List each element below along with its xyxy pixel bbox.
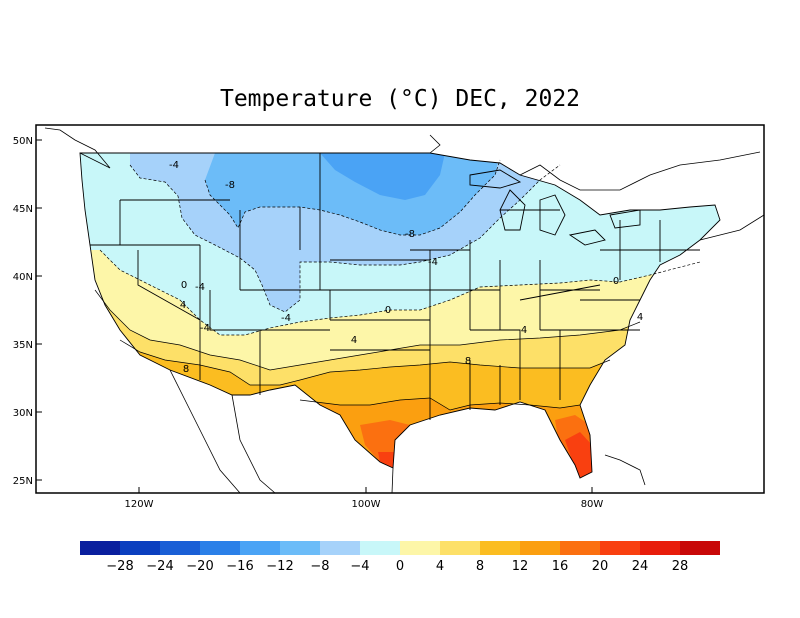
colorbar-tick-label: −28 (106, 559, 133, 574)
outside-coastlines (44, 127, 765, 494)
contour-label: -4 (281, 313, 291, 324)
contour-label: 0 (181, 280, 187, 291)
contour-label: -8 (225, 180, 235, 191)
colorbar-swatch (200, 541, 240, 555)
colorbar-tick-label: −4 (350, 559, 369, 574)
fill-minus16-to-minus12 (320, 153, 445, 200)
colorbar-tick-label: 12 (512, 559, 529, 574)
contour-label: 8 (465, 356, 471, 367)
lon-label: 120W (125, 499, 154, 510)
lat-label: 45N (13, 204, 33, 215)
contour-label: -4 (200, 323, 210, 334)
contour-label: 4 (637, 312, 643, 323)
lat-label: 50N (13, 136, 33, 147)
map-frame (35, 124, 765, 494)
colorbar-swatch (480, 541, 520, 555)
contour-label: 8 (183, 364, 189, 375)
colorbar-tick-label: 28 (672, 559, 689, 574)
state-borders (79, 152, 721, 479)
colorbar-swatch (320, 541, 360, 555)
contour-label: -4 (195, 282, 205, 293)
lon-label: 100W (352, 499, 381, 510)
map-title: Temperature (°C) DEC, 2022 (219, 86, 581, 112)
contour-label: -4 (428, 257, 438, 268)
longitude-axis: 120W 100W 80W (125, 487, 604, 510)
lat-label: 35N (13, 340, 33, 351)
lon-label: 80W (581, 499, 604, 510)
contour-label: -8 (405, 229, 415, 240)
lat-label: 25N (13, 476, 33, 487)
contour-label: 0 (613, 276, 619, 287)
colorbar-swatch (120, 541, 160, 555)
fill-16-to-20 (360, 415, 592, 478)
contour-label: 4 (180, 300, 186, 311)
colorbar-swatch (440, 541, 480, 555)
colorbar-tick-label: −12 (266, 559, 293, 574)
colorbar-swatch (80, 541, 120, 555)
colorbar-swatch (680, 541, 720, 555)
colorbar-swatch (600, 541, 640, 555)
colorbar-tick-label: 20 (592, 559, 609, 574)
border-lines (90, 153, 700, 420)
colorbar-tick-label: −16 (226, 559, 253, 574)
colorbar-swatch (360, 541, 400, 555)
colorbar-tick-label: 0 (396, 559, 404, 574)
colorbar-tick-label: −20 (186, 559, 213, 574)
colorbar-swatch (400, 541, 440, 555)
colorbar-swatch (640, 541, 680, 555)
colorbar-tick-label: 8 (476, 559, 484, 574)
colorbar-tick-label: −24 (146, 559, 173, 574)
contour-labels: -4 -8 -8 -4 0 -4 -4 0 4 0 4 4 -4 8 8 4 (169, 160, 643, 375)
colorbar-swatch (560, 541, 600, 555)
colorbar-tick-label: 4 (436, 559, 444, 574)
great-lakes (469, 169, 641, 246)
colorbar-tick-label: 16 (552, 559, 569, 574)
contour-label: -4 (169, 160, 179, 171)
colorbar-swatch (280, 541, 320, 555)
colorbar-swatch (240, 541, 280, 555)
contour-label: 4 (351, 335, 357, 346)
lat-label: 40N (13, 272, 33, 283)
colorbar-tick-label: 24 (632, 559, 649, 574)
colorbar-tick-label: −8 (310, 559, 329, 574)
contour-lines (94, 159, 701, 411)
conus-outline (79, 152, 721, 479)
latitude-axis: 50N 45N 40N 35N 30N 25N (13, 136, 42, 487)
lat-label: 30N (13, 408, 33, 419)
contour-label: 0 (385, 305, 391, 316)
colorbar: −28 −24 −20 −16 −12 −8 −4 0 4 8 12 16 20 24 28 (80, 541, 720, 574)
contour-label: 4 (521, 325, 527, 336)
colorbar-swatch (160, 541, 200, 555)
colorbar-swatch (520, 541, 560, 555)
